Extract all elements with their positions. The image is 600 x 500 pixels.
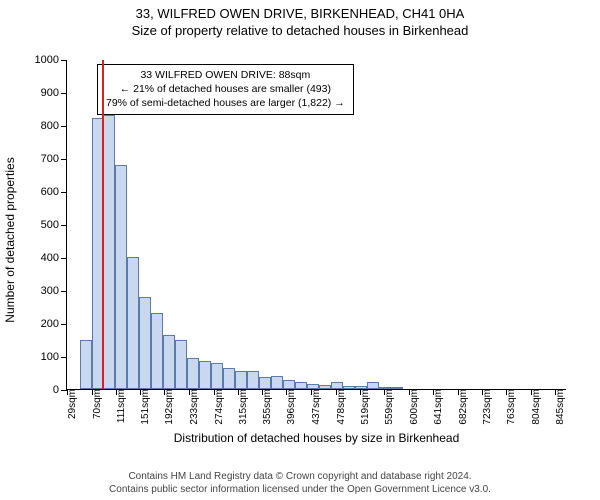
- histogram-bar: [223, 368, 235, 389]
- y-tick-label: 100: [41, 351, 59, 363]
- x-tick-label: 641sqm: [433, 389, 444, 425]
- x-tick-label: 845sqm: [555, 389, 566, 425]
- x-tick-label: 723sqm: [482, 389, 493, 425]
- histogram-bar: [139, 297, 151, 389]
- histogram-bar: [295, 382, 307, 389]
- x-tick-label: 355sqm: [262, 389, 273, 425]
- histogram-bar: [271, 376, 283, 389]
- y-tick: [61, 324, 67, 325]
- y-tick-label: 700: [41, 153, 59, 165]
- y-tick-label: 400: [41, 252, 59, 264]
- histogram-bar: [103, 115, 115, 389]
- attribution-line-2: Contains public sector information licen…: [0, 483, 600, 496]
- histogram-bar: [283, 380, 295, 389]
- y-tick-label: 200: [41, 318, 59, 330]
- info-line-2: ← 21% of detached houses are smaller (49…: [106, 82, 345, 96]
- y-axis-label: Number of detached properties: [3, 157, 17, 322]
- y-tick-label: 500: [41, 219, 59, 231]
- histogram-bar: [247, 371, 259, 389]
- histogram-bar: [163, 335, 175, 389]
- histogram-bar: [331, 382, 343, 389]
- histogram-bar: [259, 377, 271, 389]
- histogram-bar: [175, 340, 187, 390]
- y-tick: [61, 159, 67, 160]
- y-tick-label: 300: [41, 285, 59, 297]
- x-tick-label: 478sqm: [336, 389, 347, 425]
- y-tick: [61, 60, 67, 61]
- info-line-3: 79% of semi-detached houses are larger (…: [106, 96, 345, 110]
- histogram-bar: [199, 361, 211, 389]
- page-subtitle: Size of property relative to detached ho…: [0, 23, 600, 38]
- x-tick-label: 396sqm: [286, 389, 297, 425]
- x-tick-label: 763sqm: [506, 389, 517, 425]
- x-tick-label: 29sqm: [67, 389, 78, 419]
- x-tick-label: 315sqm: [238, 389, 249, 425]
- x-tick-label: 437sqm: [311, 389, 322, 425]
- x-tick-label: 519sqm: [360, 389, 371, 425]
- x-axis-label: Distribution of detached houses by size …: [174, 431, 460, 445]
- x-tick-label: 70sqm: [92, 389, 103, 419]
- info-box: 33 WILFRED OWEN DRIVE: 88sqm ← 21% of de…: [97, 64, 354, 115]
- histogram-bar: [367, 382, 379, 389]
- attribution-line-1: Contains HM Land Registry data © Crown c…: [0, 470, 600, 483]
- x-tick-label: 682sqm: [458, 389, 469, 425]
- attribution-text: Contains HM Land Registry data © Crown c…: [0, 470, 600, 496]
- marker-line: [102, 60, 104, 389]
- histogram-bar: [115, 165, 127, 389]
- y-tick: [61, 192, 67, 193]
- y-tick: [61, 93, 67, 94]
- histogram-bar: [211, 363, 223, 389]
- y-tick: [61, 225, 67, 226]
- x-tick-label: 804sqm: [531, 389, 542, 425]
- y-tick-label: 0: [53, 384, 59, 396]
- x-tick-label: 559sqm: [384, 389, 395, 425]
- histogram-bar: [80, 340, 92, 390]
- x-tick-label: 274sqm: [214, 389, 225, 425]
- y-tick-label: 600: [41, 186, 59, 198]
- histogram-bar: [235, 371, 247, 389]
- page-title: 33, WILFRED OWEN DRIVE, BIRKENHEAD, CH41…: [0, 6, 600, 21]
- x-tick-label: 233sqm: [189, 389, 200, 425]
- y-tick-label: 1000: [35, 54, 59, 66]
- plot-area: 33 WILFRED OWEN DRIVE: 88sqm ← 21% of de…: [66, 60, 566, 390]
- histogram-bar: [151, 313, 163, 389]
- y-tick-label: 900: [41, 87, 59, 99]
- histogram-bar: [187, 358, 199, 389]
- y-tick: [61, 357, 67, 358]
- x-tick-label: 600sqm: [409, 389, 420, 425]
- y-tick-label: 800: [41, 120, 59, 132]
- chart-container: Number of detached properties 33 WILFRED…: [48, 50, 578, 430]
- x-tick-label: 151sqm: [140, 389, 151, 425]
- info-line-1: 33 WILFRED OWEN DRIVE: 88sqm: [106, 68, 345, 82]
- y-tick: [61, 258, 67, 259]
- x-tick-label: 111sqm: [116, 389, 127, 423]
- histogram-bar: [127, 257, 139, 389]
- y-tick: [61, 291, 67, 292]
- x-tick-label: 192sqm: [164, 389, 175, 425]
- y-tick: [61, 126, 67, 127]
